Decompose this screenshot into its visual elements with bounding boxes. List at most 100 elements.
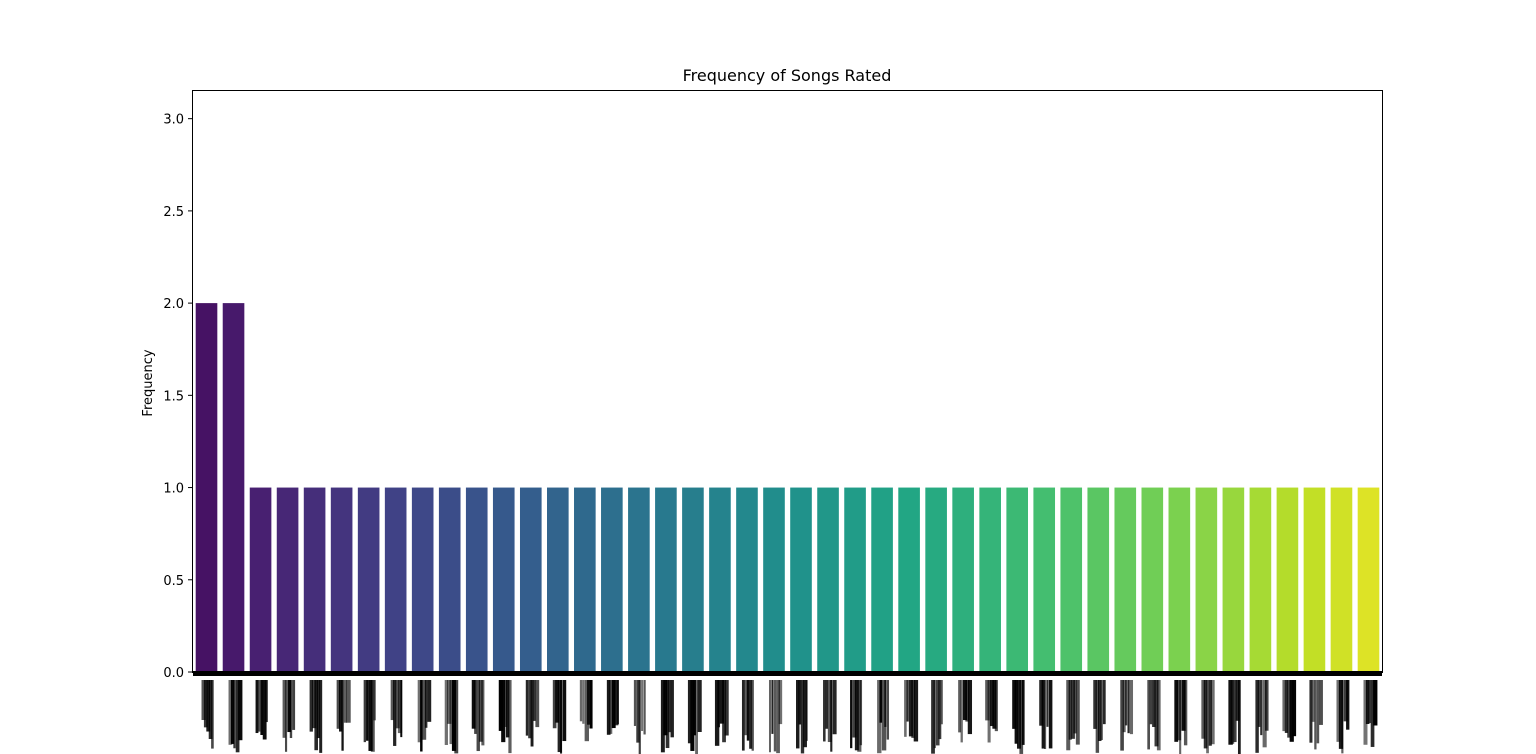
x-tick-label: [525, 680, 540, 747]
bar: [1303, 487, 1326, 672]
x-tick-label: [687, 680, 702, 754]
bar: [682, 487, 704, 672]
x-tick-label-stroke: [717, 680, 720, 728]
x-tick-label-stroke: [935, 680, 940, 746]
bar: [519, 487, 542, 672]
x-tick-label-stroke: [422, 680, 427, 740]
x-tick-label-stroke: [309, 680, 313, 732]
x-tick-label-stroke: [692, 680, 696, 736]
x-tick-label-stroke: [233, 680, 236, 749]
x-tick-label-stroke: [528, 680, 532, 739]
x-axis: [193, 671, 1382, 754]
x-tick-label: [1282, 680, 1297, 742]
x-tick-label-stroke: [1363, 680, 1368, 745]
x-tick-label-stroke: [1373, 680, 1378, 726]
x-tick-label-stroke: [1341, 680, 1344, 754]
x-tick-label-stroke: [454, 680, 459, 754]
x-tick-label: [363, 680, 376, 752]
x-tick-label-stroke: [282, 680, 286, 738]
x-tick-label-stroke: [230, 680, 235, 744]
x-tick-label-stroke: [1206, 680, 1209, 754]
x-tick-label-stroke: [1370, 680, 1375, 747]
x-tick-label-stroke: [535, 680, 540, 728]
x-tick-label-stroke: [532, 680, 536, 721]
x-tick-label-stroke: [255, 680, 259, 734]
x-tick-label: [931, 680, 943, 754]
x-tick-label: [498, 680, 512, 754]
x-tick-label-stroke: [778, 680, 783, 725]
x-tick-label-stroke: [1093, 680, 1097, 729]
x-tick-label-stroke: [1019, 680, 1024, 754]
x-tick-label-stroke: [1203, 680, 1208, 749]
bar: [1060, 487, 1083, 672]
x-tick-label-stroke: [1208, 680, 1212, 746]
plot-frame: [192, 90, 1383, 673]
x-tick-label-stroke: [1149, 680, 1153, 725]
x-tick-label-stroke: [501, 680, 506, 743]
x-tick-label-stroke: [203, 680, 208, 728]
x-tick-label-stroke: [289, 680, 293, 739]
bar: [871, 487, 893, 672]
x-tick-label-stroke: [1073, 680, 1077, 734]
x-tick-label-stroke: [636, 680, 640, 743]
x-tick-label-stroke: [1046, 680, 1049, 727]
x-tick-label-stroke: [904, 680, 907, 737]
x-tick-label: [1093, 680, 1106, 753]
x-tick-label-stroke: [1319, 680, 1323, 725]
x-tick-label-stroke: [881, 680, 887, 751]
x-tick-label-stroke: [751, 680, 754, 751]
bar: [1249, 487, 1272, 672]
x-tick-label: [714, 680, 729, 746]
x-tick-label-stroke: [741, 680, 745, 751]
y-tick-label: 2.0: [163, 297, 184, 312]
bar: [1357, 487, 1380, 672]
x-tick-label-stroke: [560, 680, 563, 754]
x-tick-label: [877, 680, 890, 754]
x-tick-label-stroke: [687, 680, 692, 744]
x-tick-label-stroke: [1343, 680, 1349, 722]
x-tick-label: [796, 680, 808, 754]
bar: [303, 487, 326, 672]
bar: [357, 487, 380, 672]
bar: [628, 487, 650, 672]
x-tick-label-stroke: [1098, 680, 1102, 742]
x-tick-label: [471, 680, 485, 752]
x-tick-label-stroke: [552, 680, 557, 729]
x-tick-label-stroke: [206, 680, 211, 732]
x-tick-label-stroke: [660, 680, 665, 753]
x-tick-label: [309, 680, 323, 753]
y-tick-label: 3.0: [163, 113, 184, 128]
x-tick-label-stroke: [1095, 680, 1100, 753]
y-tick-label: 2.5: [163, 205, 184, 220]
x-tick-label-stroke: [911, 680, 916, 738]
x-tick-label-stroke: [1201, 680, 1206, 739]
x-tick-label-stroke: [643, 680, 646, 735]
x-tick-label-stroke: [614, 680, 619, 726]
bar: [492, 487, 515, 672]
y-tick-label: 0.0: [163, 666, 184, 681]
bar: [411, 487, 434, 672]
x-tick-label-stroke: [287, 680, 292, 733]
x-tick-label-stroke: [373, 680, 376, 721]
x-tick-label-stroke: [346, 680, 351, 723]
bars-group: [195, 303, 1380, 672]
x-tick-label-stroke: [1016, 680, 1022, 749]
x-tick-label-stroke: [339, 680, 342, 732]
x-tick-label-stroke: [805, 680, 808, 741]
x-tick-label-stroke: [987, 680, 991, 743]
x-tick-label: [255, 680, 268, 740]
x-tick-label-stroke: [208, 680, 213, 739]
x-tick-label-stroke: [587, 680, 590, 725]
x-tick-label-stroke: [1102, 680, 1106, 725]
x-tick-label-stroke: [1014, 680, 1018, 744]
x-tick-label-stroke: [749, 680, 753, 749]
x-tick-label-stroke: [931, 680, 935, 754]
x-tick-label: [1066, 680, 1080, 751]
x-tick-label: [417, 680, 432, 752]
x-tick-label-stroke: [498, 680, 504, 731]
bar: [925, 487, 947, 672]
x-tick-label-stroke: [803, 680, 807, 748]
x-tick-label: [985, 680, 998, 743]
